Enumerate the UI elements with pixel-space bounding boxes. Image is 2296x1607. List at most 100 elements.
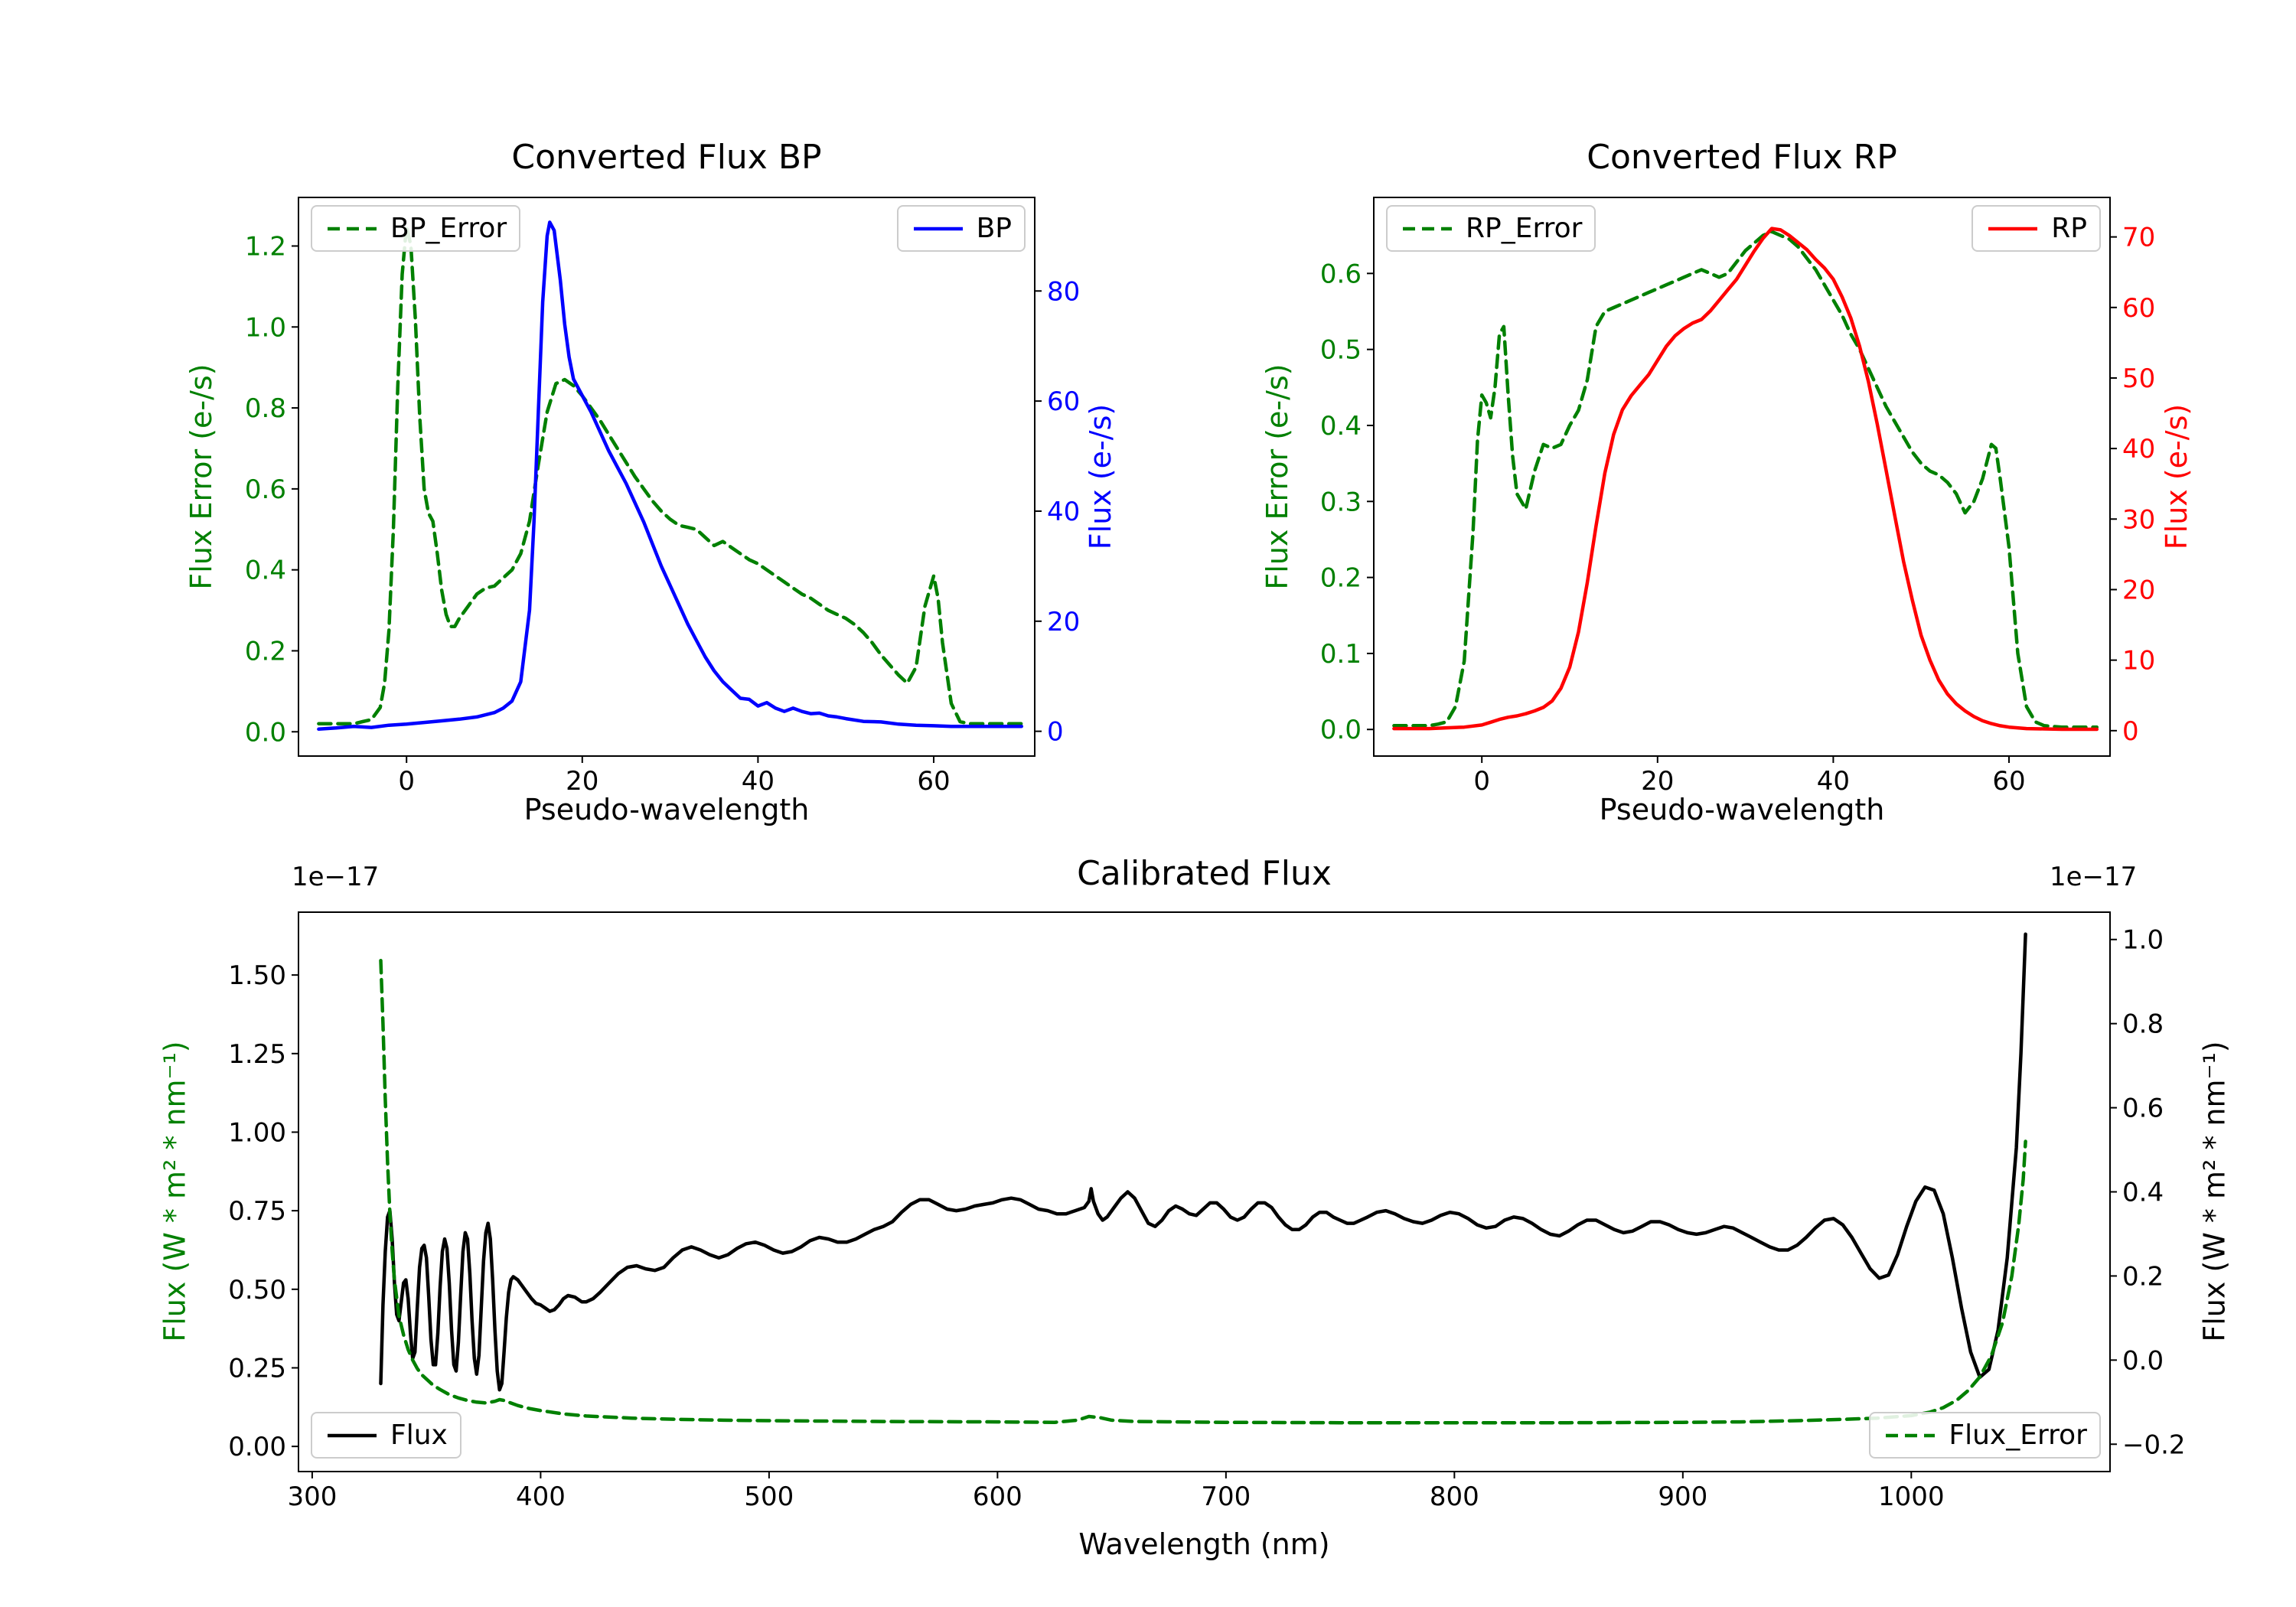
y-left-tick-label: 1.2 xyxy=(245,231,286,262)
y-left-tick-label: 0.50 xyxy=(228,1275,286,1305)
ylabel-bp-flux-error: Flux Error (e-/s) xyxy=(184,363,218,590)
x-tick-label: 800 xyxy=(1430,1482,1479,1512)
y-right-tick-label: 80 xyxy=(1047,276,1080,307)
y-left-tick-label: 0.0 xyxy=(245,717,286,748)
flux-error-curve xyxy=(379,958,2027,1425)
xlabel-bp-pseudo-wavelength: Pseudo-wavelength xyxy=(523,793,810,826)
x-tick-label: 60 xyxy=(1992,766,2025,797)
x-tick-label: 900 xyxy=(1658,1482,1707,1512)
y-left-tick-label: 0.2 xyxy=(245,636,286,667)
offset-text-left-1e-17: 1e−17 xyxy=(292,862,380,892)
x-tick-label: 0 xyxy=(1473,766,1490,797)
x-tick-label: 40 xyxy=(742,766,775,797)
y-right-tick-label: 40 xyxy=(1047,497,1080,527)
y-left-tick-label: 0.6 xyxy=(245,474,286,505)
legend-rp-error: RP_Error xyxy=(1386,205,1596,252)
rp-curve xyxy=(1392,227,2099,732)
x-tick-label: 60 xyxy=(917,766,950,797)
legend-flux: Flux xyxy=(311,1412,461,1459)
y-left-tick-label: 0.75 xyxy=(228,1196,286,1227)
x-tick-label: 700 xyxy=(1201,1482,1251,1512)
rp-line-sample-icon xyxy=(1985,219,2040,239)
legend-label-bp: BP xyxy=(976,213,1012,244)
x-tick-label: 600 xyxy=(973,1482,1022,1512)
legend-bp-error: BP_Error xyxy=(311,205,521,252)
y-left-tick-label: 0.4 xyxy=(1320,411,1362,442)
ylabel-cal-flux-right: Flux (W * m² * nm⁻¹) xyxy=(2197,1041,2232,1342)
ylabel-rp-flux: Flux (e-/s) xyxy=(2160,403,2193,550)
ylabel-rp-flux-error: Flux Error (e-/s) xyxy=(1261,363,1294,590)
x-tick-label: 500 xyxy=(744,1482,794,1512)
converted-flux-bp-axes-frame xyxy=(298,197,1035,757)
y-right-tick-label: 30 xyxy=(2122,504,2155,535)
legend-flux-error: Flux_Error xyxy=(1869,1412,2101,1459)
xlabel-rp-pseudo-wavelength: Pseudo-wavelength xyxy=(1599,793,1885,826)
y-left-tick-label: 1.50 xyxy=(228,960,286,991)
y-right-tick-label: 60 xyxy=(2122,293,2155,324)
y-left-tick-label: 0.4 xyxy=(245,556,286,586)
x-tick-label: 300 xyxy=(287,1482,337,1512)
x-tick-label: 0 xyxy=(398,766,415,797)
y-left-tick-label: 0.0 xyxy=(1320,715,1362,745)
y-left-tick-label: 1.00 xyxy=(228,1117,286,1148)
y-right-tick-label: 0 xyxy=(1047,717,1064,748)
y-right-tick-label: 60 xyxy=(1047,386,1080,417)
converted-flux-rp-axes-frame xyxy=(1373,197,2111,757)
xlabel-wavelength-nm: Wavelength (nm) xyxy=(1078,1527,1330,1561)
bp-error-line-sample-icon xyxy=(325,219,380,239)
x-tick-label: 1000 xyxy=(1878,1482,1945,1512)
ylabel-cal-flux-left: Flux (W * m² * nm⁻¹) xyxy=(158,1041,192,1342)
y-right-tick-label: 40 xyxy=(2122,434,2155,464)
y-right-tick-label: 0 xyxy=(2122,716,2139,747)
title-converted-flux-bp: Converted Flux BP xyxy=(511,138,822,177)
bp-line-sample-icon xyxy=(911,219,966,239)
x-tick-label: 40 xyxy=(1817,766,1850,797)
y-right-tick-label: 0.0 xyxy=(2122,1345,2164,1376)
y-left-tick-label: 0.1 xyxy=(1320,639,1362,670)
y-left-tick-label: 0.25 xyxy=(228,1353,286,1384)
calibrated-flux-axes-frame xyxy=(298,911,2111,1472)
y-right-tick-label: 0.4 xyxy=(2122,1178,2164,1208)
y-right-tick-label: 20 xyxy=(1047,607,1080,637)
x-tick-label: 400 xyxy=(516,1482,566,1512)
title-converted-flux-rp: Converted Flux RP xyxy=(1587,138,1897,177)
ylabel-bp-flux: Flux (e-/s) xyxy=(1084,403,1117,550)
bp-error-curve xyxy=(317,223,1024,725)
legend-label-flux-error: Flux_Error xyxy=(1949,1420,2087,1451)
offset-text-right-1e-17: 1e−17 xyxy=(2050,862,2138,892)
y-right-tick-label: 20 xyxy=(2122,575,2155,605)
y-right-tick-label: 1.0 xyxy=(2122,925,2164,956)
rp-error-line-sample-icon xyxy=(1400,219,1455,239)
y-left-tick-label: 0.2 xyxy=(1320,563,1362,594)
y-right-tick-label: 0.8 xyxy=(2122,1009,2164,1040)
y-left-tick-label: 0.00 xyxy=(228,1432,286,1462)
flux-error-line-sample-icon xyxy=(1883,1426,1938,1446)
x-tick-label: 20 xyxy=(1641,766,1674,797)
y-left-tick-label: 0.5 xyxy=(1320,335,1362,366)
legend-label-rp-error: RP_Error xyxy=(1466,213,1583,244)
flux-curve xyxy=(379,932,2027,1392)
legend-label-flux: Flux xyxy=(390,1420,448,1451)
legend-rp: RP xyxy=(1971,205,2101,252)
y-right-tick-label: 0.2 xyxy=(2122,1261,2164,1292)
y-left-tick-label: 0.3 xyxy=(1320,487,1362,517)
legend-label-rp: RP xyxy=(2051,213,2087,244)
y-left-tick-label: 0.6 xyxy=(1320,259,1362,289)
rp-error-curve xyxy=(1392,230,2099,729)
y-left-tick-label: 0.8 xyxy=(245,393,286,424)
flux-line-sample-icon xyxy=(325,1426,380,1446)
legend-bp: BP xyxy=(896,205,1026,252)
y-left-tick-label: 1.25 xyxy=(228,1039,286,1070)
legend-label-bp-error: BP_Error xyxy=(390,213,507,244)
y-left-tick-label: 1.0 xyxy=(245,312,286,343)
y-right-tick-label: 50 xyxy=(2122,363,2155,394)
y-right-tick-label: 10 xyxy=(2122,646,2155,676)
title-calibrated-flux: Calibrated Flux xyxy=(1077,854,1332,893)
y-right-tick-label: 70 xyxy=(2122,223,2155,253)
y-right-tick-label: 0.6 xyxy=(2122,1094,2164,1124)
bp-curve xyxy=(317,220,1024,732)
y-right-tick-label: −0.2 xyxy=(2122,1429,2186,1460)
x-tick-label: 20 xyxy=(566,766,598,797)
